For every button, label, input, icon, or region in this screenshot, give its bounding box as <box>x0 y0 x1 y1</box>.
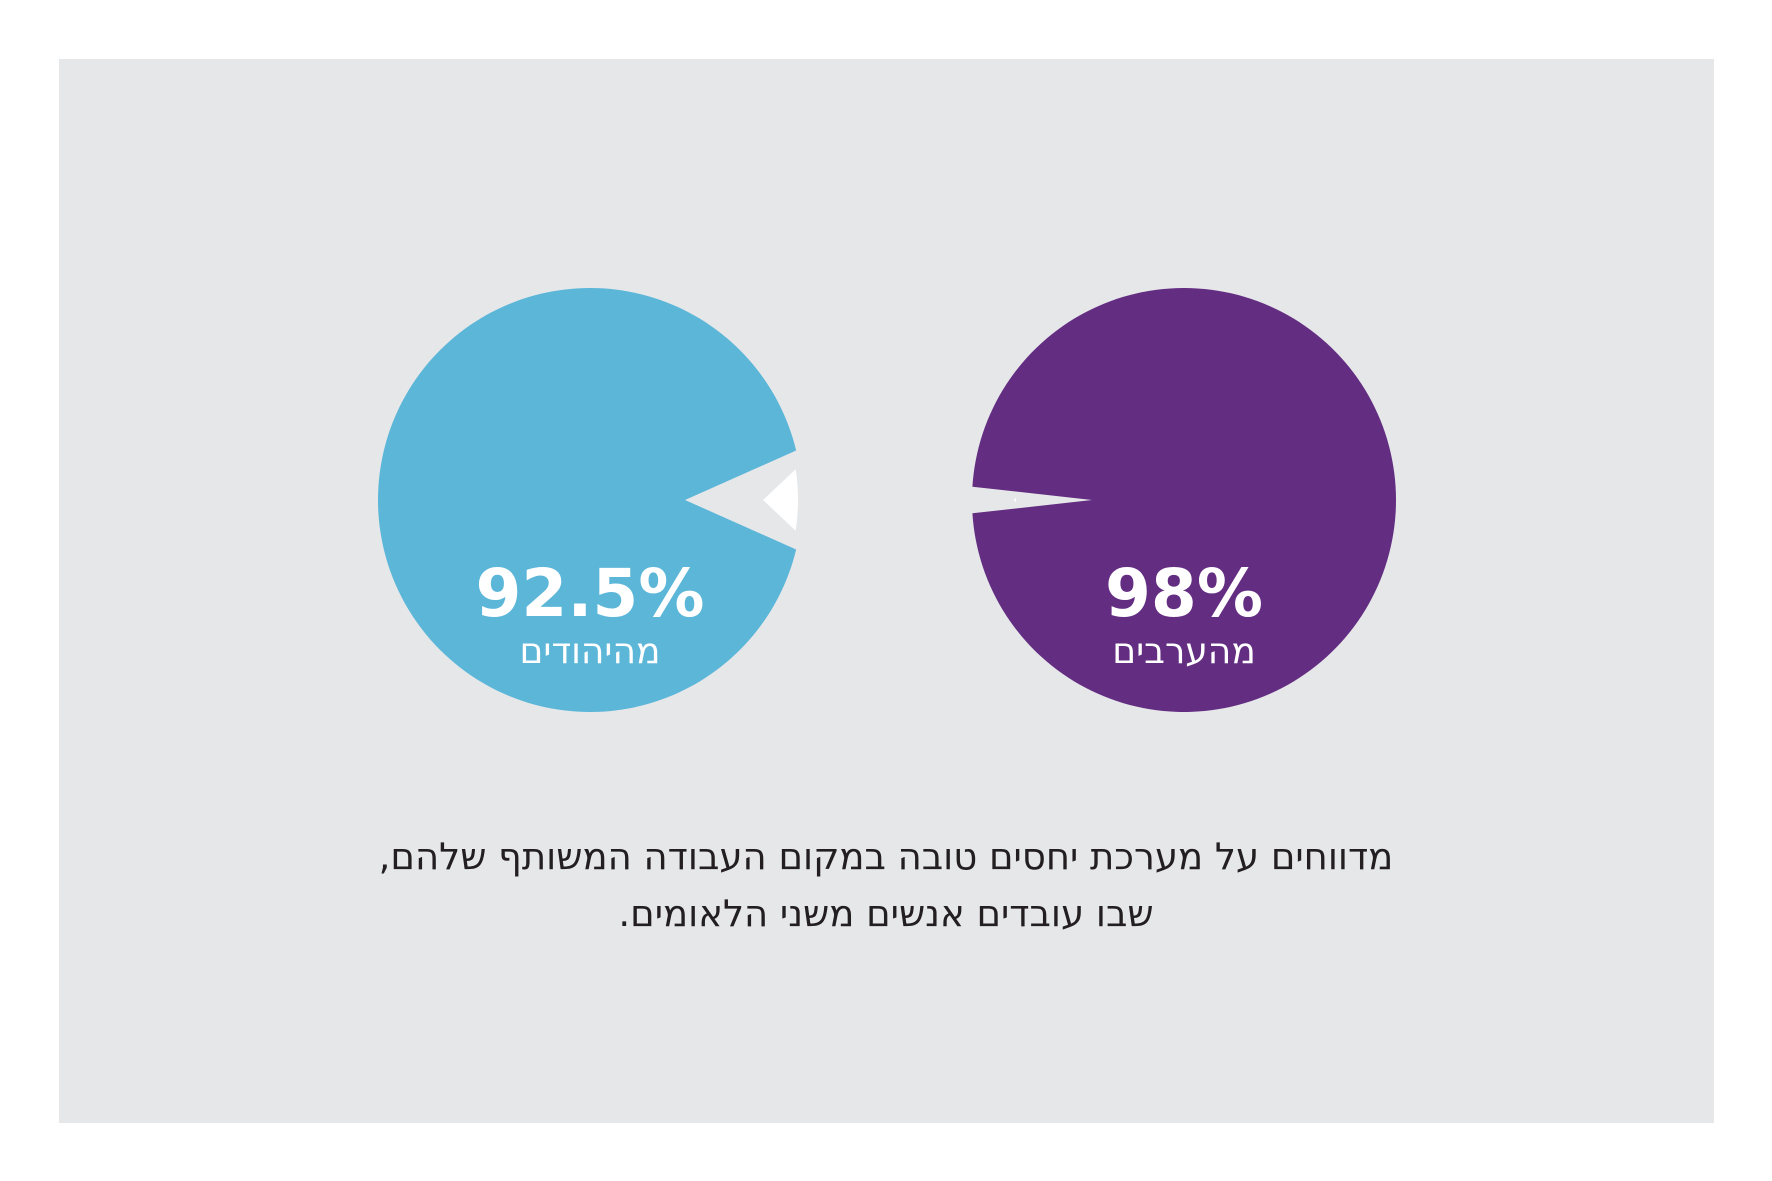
caption: מדווחים על מערכת יחסים טובה במקום העבודה… <box>300 828 1472 942</box>
caption-line-2: שבו עובדים אנשים משני הלאומים. <box>618 892 1154 935</box>
pie-chart-arabs: 98% מהערבים <box>972 287 1396 712</box>
pie-group-label: מהערבים <box>1112 631 1256 672</box>
pie-value-label: 92.5% <box>476 555 705 632</box>
pie-value-label: 98% <box>1105 555 1263 632</box>
infographic-panel <box>59 59 1714 1123</box>
pie-slice-good-relations <box>377 288 797 712</box>
pie-slice-good-relations <box>972 287 1396 712</box>
pie-group-label: מהיהודים <box>520 631 661 672</box>
pie-slice-remainder <box>1014 497 1017 503</box>
pie-slice-remainder <box>763 469 798 531</box>
caption-line-1: מדווחים על מערכת יחסים טובה במקום העבודה… <box>378 835 1394 878</box>
pie-chart-jews: 92.5% מהיהודים <box>377 288 798 712</box>
